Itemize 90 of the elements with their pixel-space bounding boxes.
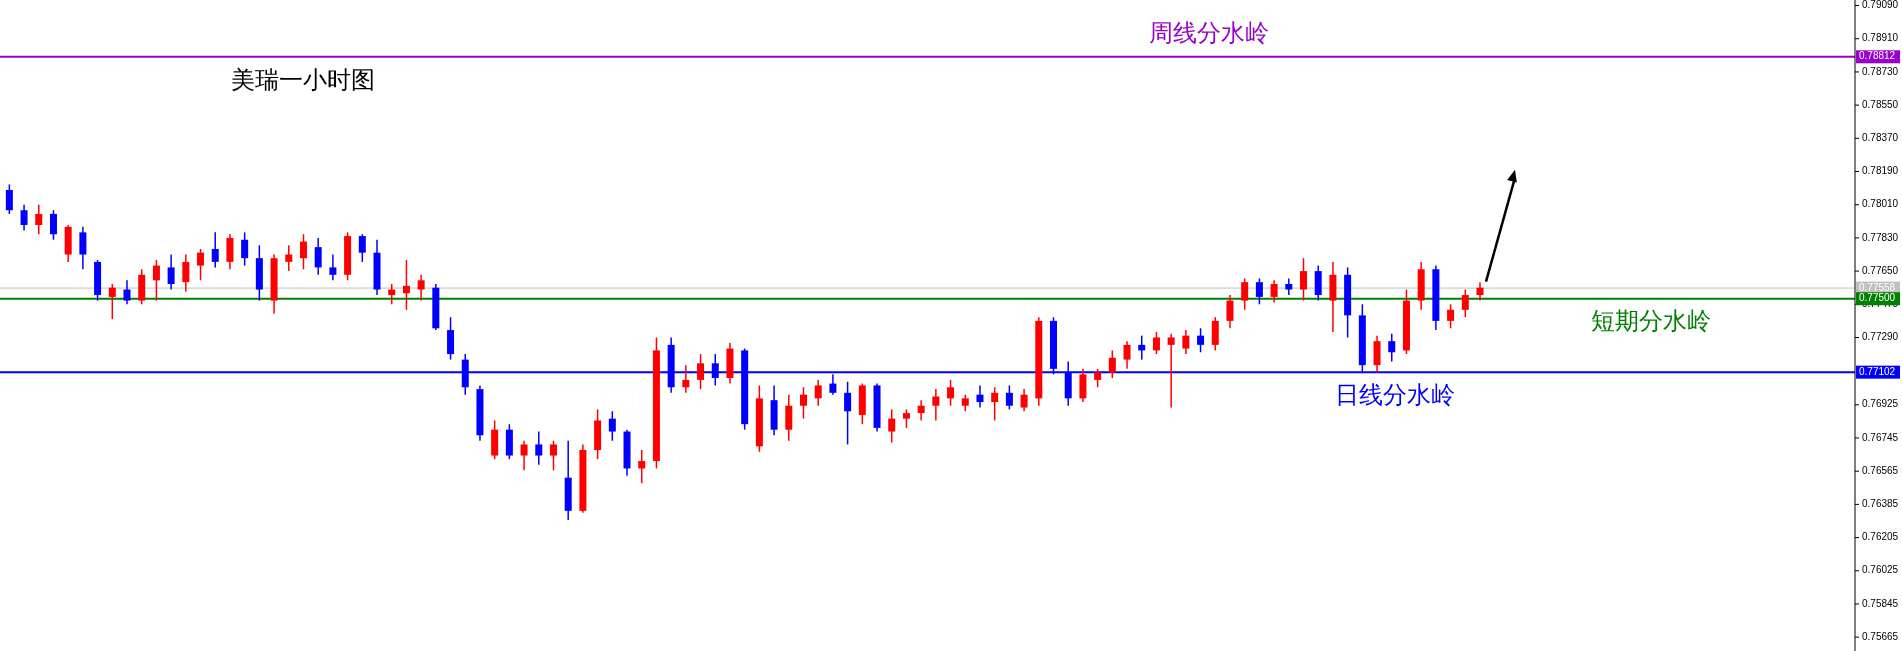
candlestick — [35, 203, 43, 235]
candlestick — [1020, 388, 1028, 412]
candlestick — [197, 248, 205, 282]
candlestick — [1241, 277, 1249, 311]
candlestick — [1226, 294, 1234, 330]
candlestick — [1373, 334, 1381, 374]
candlestick — [638, 449, 646, 484]
candlestick — [1461, 288, 1469, 318]
candlestick — [123, 279, 131, 306]
candlestick — [314, 237, 322, 276]
candlestick — [402, 259, 410, 311]
candlestick — [1270, 279, 1278, 304]
candlestick — [888, 408, 896, 444]
y-tick-label: 0.78370 — [1862, 131, 1899, 143]
candlestick — [844, 381, 852, 446]
y-tick-label: 0.78812 — [1859, 50, 1896, 62]
y-tick-label: 0.78010 — [1862, 198, 1899, 210]
candlestick — [1182, 329, 1190, 355]
ref-line-label: 短期分水岭 — [1590, 307, 1711, 335]
candlestick — [108, 283, 116, 320]
candlestick — [682, 364, 690, 394]
y-tick-label: 0.78730 — [1862, 65, 1899, 77]
candlestick — [447, 316, 455, 361]
candlestick — [49, 209, 57, 241]
y-tick-label: 0.75845 — [1862, 597, 1899, 609]
candlestick — [417, 274, 425, 302]
candlestick — [976, 384, 984, 409]
y-tick-label: 0.76925 — [1862, 398, 1899, 410]
text: 美瑞一小时图 — [231, 66, 375, 94]
candlestick — [1476, 281, 1484, 302]
candlestick — [1300, 257, 1308, 302]
candlestick — [1255, 277, 1263, 306]
candlestick — [1167, 333, 1175, 409]
candlestick — [947, 379, 955, 407]
y-tick-label: 0.75665 — [1862, 630, 1899, 642]
candlestick — [5, 183, 13, 215]
y-tick-label: 0.76385 — [1862, 498, 1899, 510]
candlestick — [1005, 384, 1013, 411]
candlestick — [608, 410, 616, 442]
candlestick — [1152, 331, 1160, 355]
y-tick-label: 0.77290 — [1862, 331, 1899, 343]
candlestick — [182, 253, 190, 293]
candlestick — [520, 440, 528, 472]
candlestick — [1108, 349, 1116, 379]
candlestick — [535, 430, 543, 466]
candlestick — [932, 388, 940, 422]
y-tick-label: 0.76745 — [1862, 431, 1899, 443]
candlestick — [167, 253, 175, 291]
candlestick — [1447, 303, 1455, 330]
candlestick — [1388, 333, 1396, 363]
candlestick — [1079, 368, 1087, 403]
candlestick — [358, 233, 366, 263]
candlestick — [917, 399, 925, 422]
candlestick — [549, 440, 557, 472]
candlestick — [800, 386, 807, 420]
ref-line-label: 日线分水岭 — [1334, 380, 1455, 408]
y-tick-label: 0.78910 — [1862, 32, 1899, 44]
y-tick-label: 0.78190 — [1862, 165, 1899, 177]
y-tick-label: 0.77650 — [1862, 264, 1899, 276]
candlestick — [1138, 334, 1146, 361]
candlestick — [902, 408, 910, 429]
y-tick-label: 0.76025 — [1862, 564, 1899, 576]
y-tick-label: 0.76205 — [1862, 531, 1899, 543]
candlestick — [79, 226, 87, 270]
y-tick-label: 0.77830 — [1862, 231, 1899, 243]
y-tick-label: 0.79090 — [1862, 0, 1899, 11]
candlestick — [20, 203, 28, 232]
candlestick — [285, 244, 293, 272]
candlestick — [152, 259, 160, 302]
candlestick — [226, 233, 234, 270]
candlestick — [991, 386, 999, 422]
candlestick — [1123, 340, 1131, 370]
candlestick — [785, 393, 793, 442]
candlestick — [1314, 264, 1322, 302]
candlestick — [211, 231, 219, 269]
candlestick — [1211, 316, 1219, 352]
y-tick-label: 0.77500 — [1859, 292, 1896, 304]
y-tick-label: 0.78550 — [1862, 98, 1899, 110]
candlestick — [241, 231, 249, 267]
y-tick-label: 0.76565 — [1862, 464, 1899, 476]
y-tick-label: 0.77102 — [1859, 365, 1896, 377]
candlestick — [814, 379, 822, 407]
candlestick — [1197, 327, 1205, 353]
candlestick — [388, 283, 396, 306]
candlestick — [329, 253, 337, 282]
ref-line-label: 周线分水岭 — [1149, 19, 1270, 47]
y-tick-label: 0.77558 — [1859, 281, 1896, 293]
candlestick — [299, 233, 307, 270]
candlestick — [697, 353, 705, 390]
candlestick — [1094, 368, 1102, 389]
